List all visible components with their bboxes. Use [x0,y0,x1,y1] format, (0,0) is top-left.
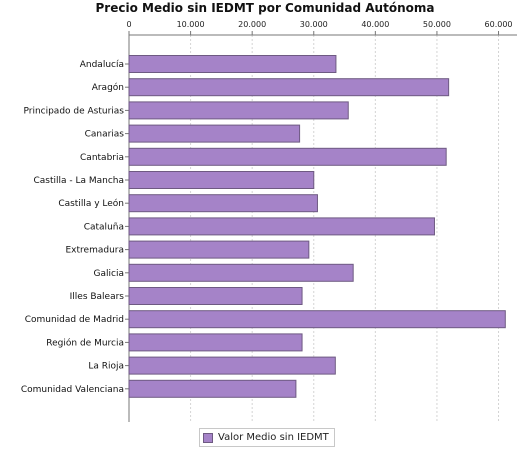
x-axis-tick-label: 30.000 [300,20,328,29]
legend-swatch [203,432,213,443]
bar [128,310,506,329]
bar [128,55,337,73]
chart-title: Precio Medio sin IEDMT por Comunidad Aut… [96,1,435,15]
x-axis-tick-label: 10.000 [177,20,205,29]
category-label: Canarias [85,130,125,140]
bar [128,356,336,375]
x-axis-tick-labels: 0 10.000 20.000 30.000 40.000 50.000 60.000 [126,20,512,29]
legend-label: Valor Medio sin IEDMT [218,432,329,443]
legend: Valor Medio sin IEDMT [199,428,335,447]
x-axis-tick-label: 20.000 [238,20,266,29]
category-label: Galicia [94,269,124,279]
bar-series [128,55,506,398]
category-label: Cataluña [84,222,124,232]
bar [128,124,301,143]
bar [128,217,435,236]
category-label: Extremadura [66,246,125,256]
bar [128,147,447,166]
category-labels: Andalucía Aragón Principado de Asturias Can… [21,60,124,395]
category-label: Principado de Asturias [23,106,124,116]
category-label: Castilla y León [58,198,124,209]
x-axis-tick-label: 40.000 [361,20,389,29]
category-label: Illes Balears [70,292,125,302]
bar [128,78,450,97]
category-label: La Rioja [88,362,124,372]
category-label: Región de Murcia [46,337,124,348]
category-label: Andalucía [80,60,124,70]
category-label: Aragón [92,82,124,93]
bar [128,379,297,398]
bar [128,240,310,259]
bar [128,287,303,305]
bar [128,101,349,120]
x-axis-tick-label: 0 [126,20,131,29]
bar [128,333,303,352]
bar [128,263,354,282]
x-axis-tick-label: 60.000 [485,20,513,29]
category-label: Comunidad Valenciana [21,385,124,395]
category-label: Castilla - La Mancha [33,176,124,186]
category-label: Comunidad de Madrid [25,315,124,325]
x-axis-tick-label: 50.000 [423,20,451,29]
bar [128,194,318,213]
category-label: Cantabria [80,153,124,163]
bar [128,171,315,189]
